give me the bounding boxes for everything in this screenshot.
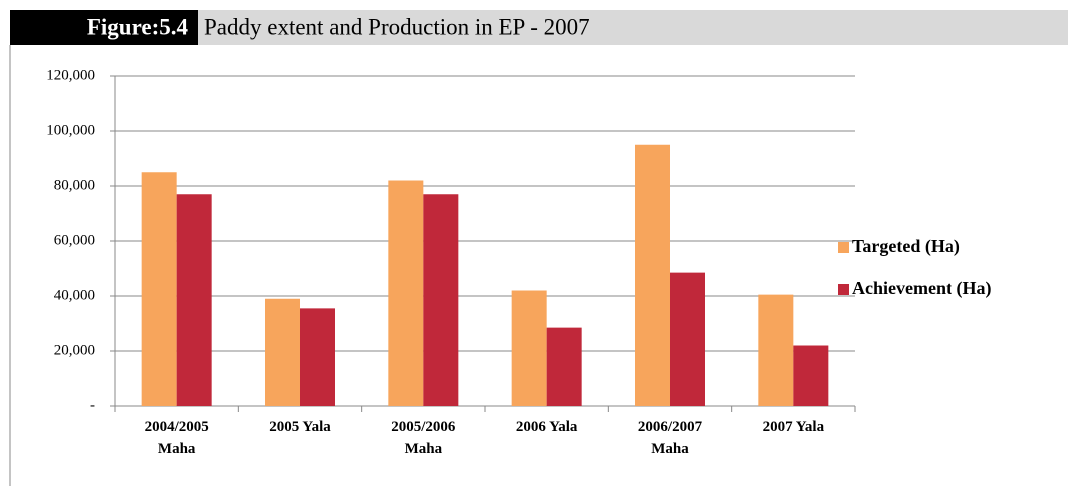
bar xyxy=(546,327,582,406)
x-tick-label: 2007 Yala xyxy=(762,419,825,435)
x-tick-label: 2006/2007 Maha xyxy=(637,419,703,457)
x-tick-label: 2005/2006 Maha xyxy=(391,419,456,457)
y-tick-label: 20,000 xyxy=(54,342,95,358)
bar xyxy=(265,298,300,406)
figure-box xyxy=(10,10,198,45)
bar xyxy=(670,272,705,406)
figure-label: Figure:5.4 xyxy=(87,14,189,39)
y-tick-label: 40,000 xyxy=(54,287,95,303)
y-tick-label: 120,000 xyxy=(46,67,95,83)
bar xyxy=(635,144,670,406)
x-tick-label: 2005 Yala xyxy=(269,419,331,435)
legend-label: Targeted (Ha) xyxy=(852,236,960,257)
chart-title: Paddy extent and Production in EP - 2007 xyxy=(204,14,590,39)
bar xyxy=(511,290,547,406)
legend-label: Achievement (Ha) xyxy=(852,278,991,299)
bar xyxy=(388,180,424,406)
x-tick-label: 2006 Yala xyxy=(515,419,578,435)
bar xyxy=(176,194,212,406)
legend-swatch xyxy=(838,284,849,295)
bar xyxy=(758,294,794,406)
bar xyxy=(793,345,829,406)
y-tick-label: 80,000 xyxy=(54,177,95,193)
y-tick-label: 60,000 xyxy=(54,232,95,248)
y-tick-label: 100,000 xyxy=(46,122,95,138)
bar xyxy=(141,172,177,406)
y-tick-label: - xyxy=(90,397,95,413)
bar xyxy=(423,194,459,406)
bar xyxy=(300,308,335,406)
x-tick-label: 2004/2005 Maha xyxy=(144,419,209,457)
legend-swatch xyxy=(838,242,849,253)
